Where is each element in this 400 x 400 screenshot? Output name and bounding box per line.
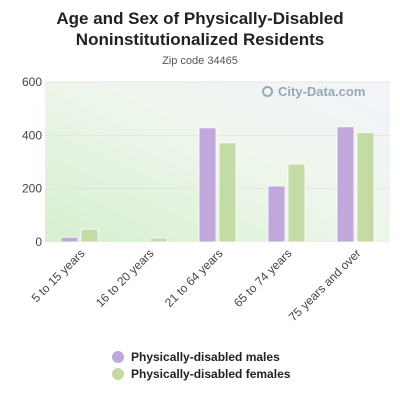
y-tick-label: 600 (22, 75, 42, 89)
chart-subtitle: Zip code 34465 (162, 55, 238, 67)
legend-item-females: Physically-disabled females (112, 365, 290, 382)
x-tick-label: 65 to 74 years (231, 246, 295, 310)
bar-males-2 (198, 127, 217, 243)
watermark-text: City-Data.com (278, 84, 366, 99)
bar-males-4 (336, 126, 355, 243)
y-tick-label: 400 (22, 128, 42, 142)
y-tick-label: 0 (35, 235, 42, 249)
bar-males-0 (60, 236, 79, 243)
bar-females-2 (218, 142, 237, 243)
y-tick-label: 200 (22, 182, 42, 196)
bar-females-3 (287, 163, 306, 243)
legend-label-females: Physically-disabled females (131, 366, 291, 381)
legend-swatch-females (112, 367, 124, 380)
bar-females-4 (356, 132, 375, 243)
x-tick-label: 16 to 20 years (93, 246, 157, 310)
x-tick-label: 21 to 64 years (162, 246, 226, 310)
plot-area (45, 82, 390, 242)
legend: Physically-disabled males Physically-dis… (112, 348, 290, 382)
chart-title: Age and Sex of Physically-Disabled Nonin… (0, 8, 400, 50)
bar-females-0 (80, 228, 99, 243)
legend-label-males: Physically-disabled males (131, 349, 280, 364)
x-tick-label: 75 years and over (286, 246, 364, 324)
legend-item-males: Physically-disabled males (112, 348, 290, 365)
chart-title-line-2: Noninstitutionalized Residents (75, 30, 325, 49)
bar-females-1 (149, 237, 168, 243)
legend-swatch-males (112, 350, 124, 363)
bar-males-3 (267, 185, 286, 243)
x-tick-label: 5 to 15 years (29, 246, 88, 305)
chart-title-line-1: Age and Sex of Physically-Disabled (56, 9, 344, 28)
watermark: City-Data.com (262, 84, 365, 99)
magnifier-icon (262, 86, 273, 97)
